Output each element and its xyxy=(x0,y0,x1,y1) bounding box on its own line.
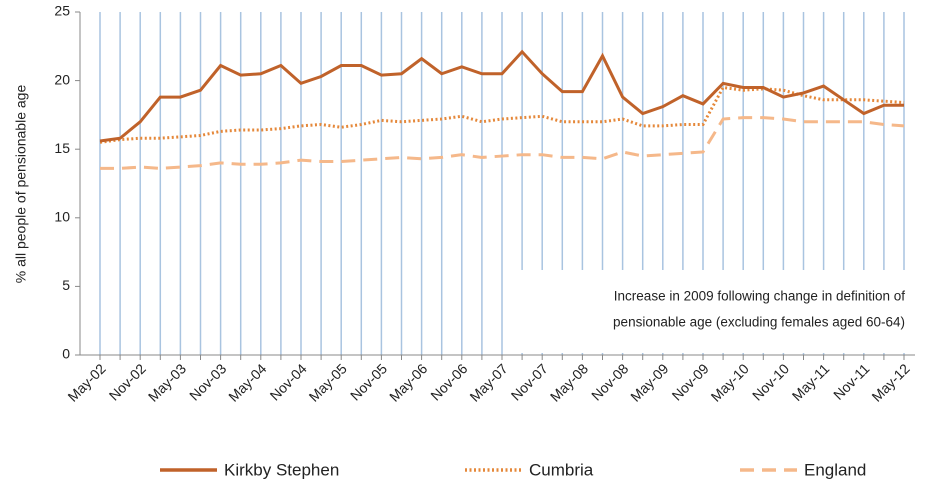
x-tick-label: May-03 xyxy=(145,360,189,404)
y-tick-label: 10 xyxy=(54,209,70,225)
legend-label: Cumbria xyxy=(529,460,594,479)
x-tick-label: May-06 xyxy=(386,360,430,404)
x-tick-label: Nov-04 xyxy=(267,360,310,403)
x-tick-label: May-07 xyxy=(466,360,510,404)
y-tick-label: 0 xyxy=(62,346,70,362)
x-tick-label: Nov-09 xyxy=(669,360,712,403)
x-tick-label: Nov-07 xyxy=(508,360,551,403)
x-tick-label: May-04 xyxy=(225,360,269,404)
x-tick-label: May-12 xyxy=(868,360,912,404)
x-tick-label: May-08 xyxy=(547,360,591,404)
x-tick-label: Nov-11 xyxy=(830,360,873,403)
legend-label: England xyxy=(804,460,866,479)
y-tick-label: 5 xyxy=(62,277,70,293)
x-tick-label: May-05 xyxy=(306,360,350,404)
y-tick-label: 25 xyxy=(54,3,70,19)
annotation: pensionable age (excluding females aged … xyxy=(613,315,905,330)
legend-label: Kirkby Stephen xyxy=(224,460,339,479)
series-line xyxy=(99,49,904,143)
x-tick-label: Nov-08 xyxy=(588,360,631,403)
x-tick-label: Nov-10 xyxy=(749,360,792,403)
y-tick-label: 15 xyxy=(54,140,70,156)
x-tick-label: Nov-02 xyxy=(106,360,149,403)
y-axis-label: % all people of pensionable age xyxy=(13,85,29,284)
x-tick-label: May-10 xyxy=(708,360,752,404)
x-tick-label: May-02 xyxy=(64,360,108,404)
annotation-box xyxy=(514,270,914,353)
annotation: Increase in 2009 following change in def… xyxy=(614,289,905,304)
x-tick-label: Nov-06 xyxy=(427,360,470,403)
x-tick-label: Nov-03 xyxy=(186,360,229,403)
x-tick-label: May-09 xyxy=(627,360,671,404)
x-tick-label: May-11 xyxy=(789,360,833,404)
x-tick-label: Nov-05 xyxy=(347,360,390,403)
y-tick-label: 20 xyxy=(54,71,70,87)
series-line xyxy=(100,116,905,170)
